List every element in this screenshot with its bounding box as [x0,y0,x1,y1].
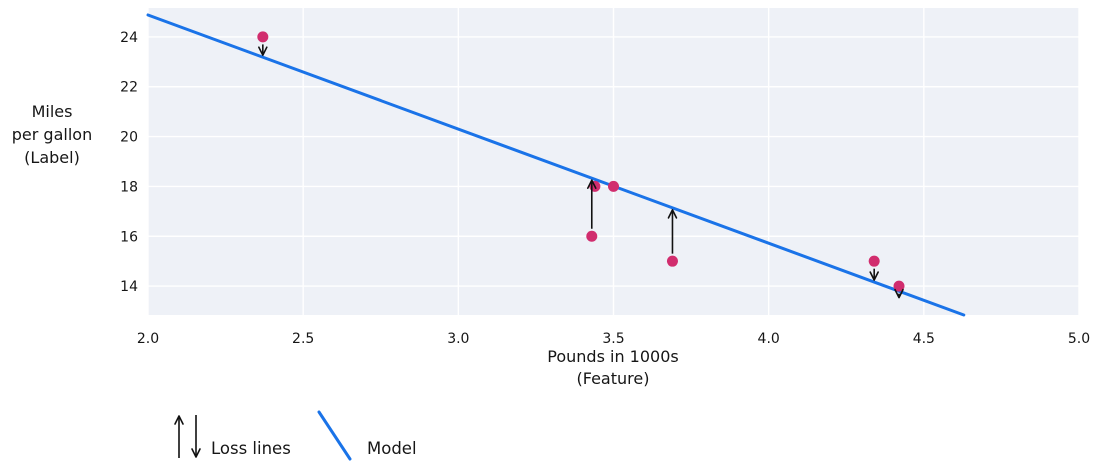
data-point [586,230,598,242]
legend-model-label: Model [367,439,417,458]
y-tick-labels: 14 16 18 20 22 24 [120,30,138,295]
x-tick-label: 3.5 [602,331,624,347]
model-line-layer [146,13,966,317]
y-tick-label: 18 [120,179,138,195]
data-point [257,31,269,43]
legend-item-loss-lines: Loss lines [174,415,291,458]
x-axis-label-line-2: (Feature) [577,369,650,388]
x-tick-labels: 2.0 2.5 3.0 3.5 4.0 4.5 5.0 [137,331,1090,347]
legend-item-model: Model [317,410,417,461]
y-axis-label-line-1: Miles [32,102,73,121]
legend: Loss lines Model [174,410,417,461]
y-axis-label-line-3: (Label) [24,148,80,167]
x-tick-label: 4.0 [758,331,780,347]
legend-loss-lines-label: Loss lines [211,439,291,458]
data-point [893,280,905,292]
x-tick-label: 5.0 [1068,331,1090,347]
data-point [666,255,678,267]
data-point [868,255,880,267]
y-tick-label: 14 [120,279,138,295]
data-point [608,180,619,192]
loss-arrows-layer [258,44,904,299]
legend-model-line-icon [317,410,352,461]
x-tick-label: 2.5 [292,331,314,347]
y-axis-label-line-2: per gallon [12,125,92,144]
y-axis-label: Miles per gallon (Label) [12,102,92,167]
y-tick-label: 16 [120,229,138,245]
x-tick-label: 2.0 [137,331,159,347]
y-tick-label: 20 [120,130,138,146]
x-tick-label: 4.5 [913,331,935,347]
x-axis-label: Pounds in 1000s (Feature) [547,347,678,388]
y-tick-label: 24 [120,30,138,46]
x-tick-label: 3.0 [447,331,469,347]
model-line [146,13,966,317]
y-tick-label: 22 [120,80,138,96]
x-axis-label-line-1: Pounds in 1000s [547,347,678,366]
